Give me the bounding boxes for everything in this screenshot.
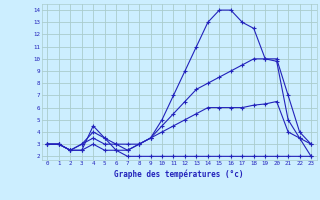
X-axis label: Graphe des températures (°c): Graphe des températures (°c) (115, 169, 244, 179)
